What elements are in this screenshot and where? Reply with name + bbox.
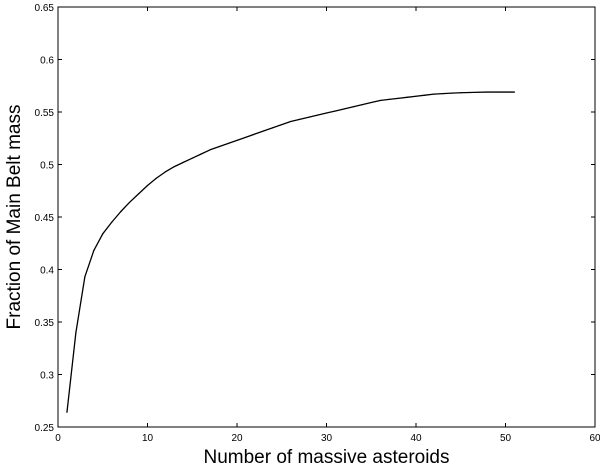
data-point <box>218 146 220 148</box>
data-point <box>513 91 516 93</box>
y-axis-label: Fraction of Main Belt mass <box>4 105 25 330</box>
data-point <box>299 118 301 120</box>
data-point <box>343 108 345 110</box>
data-point <box>164 171 166 173</box>
x-axis-label: Number of massive asteroids <box>203 447 449 467</box>
data-point <box>137 193 140 195</box>
x-tick-label: 50 <box>500 433 512 444</box>
data-point <box>415 95 417 97</box>
data-point <box>209 149 211 151</box>
data-point <box>200 153 202 155</box>
data-point <box>469 91 471 94</box>
data-point <box>66 411 68 413</box>
data-point <box>487 91 489 93</box>
data-point <box>272 127 274 129</box>
plot-frame <box>57 6 596 428</box>
data-point <box>478 91 480 93</box>
y-tick-label: 0.3 <box>40 371 54 382</box>
x-axis-ticks: 0 10 20 30 40 50 60 <box>55 7 600 444</box>
x-tick-label: 60 <box>589 433 600 444</box>
y-tick-label: 0.4 <box>40 266 54 277</box>
data-point <box>102 233 104 235</box>
data-point <box>442 93 444 95</box>
y-tick-label: 0.25 <box>35 423 55 434</box>
data-point <box>182 161 184 163</box>
data-point <box>504 91 507 93</box>
x-tick-label: 20 <box>231 433 243 444</box>
data-point <box>173 166 175 168</box>
x-tick-label: 40 <box>410 433 422 444</box>
y-axis-ticks: 0.25 0.3 0.35 0.4 0.45 0.5 0.55 0.6 0.65 <box>35 3 595 434</box>
data-point <box>424 94 426 96</box>
data-point <box>325 112 328 114</box>
data-point <box>84 276 86 278</box>
axes <box>57 6 596 428</box>
data-point <box>75 331 77 334</box>
data-point <box>111 221 113 223</box>
x-tick-label: 30 <box>321 433 333 444</box>
x-tick-label: 10 <box>142 433 154 444</box>
x-tick-label: 0 <box>55 433 61 444</box>
data-point <box>361 104 363 106</box>
data-point <box>227 142 229 145</box>
data-point <box>155 177 158 179</box>
y-tick-label: 0.55 <box>35 108 55 119</box>
data-point <box>236 139 238 141</box>
series-line <box>66 91 515 413</box>
data-point <box>281 124 283 126</box>
data-point <box>254 133 256 135</box>
data-point <box>93 250 95 252</box>
data-point <box>495 91 498 93</box>
data-point <box>379 99 381 102</box>
data-point <box>352 106 354 108</box>
data-point <box>451 92 453 94</box>
data-point <box>146 184 149 187</box>
data-point <box>370 101 372 104</box>
data-point <box>460 92 462 94</box>
data-point <box>433 93 435 95</box>
data-point <box>290 120 292 123</box>
data-point <box>388 98 390 100</box>
y-tick-label: 0.35 <box>35 318 55 329</box>
series-layer <box>66 91 516 413</box>
data-point <box>120 211 122 213</box>
data-point <box>308 116 310 118</box>
data-point <box>191 157 193 159</box>
data-point <box>316 114 319 116</box>
y-tick-label: 0.45 <box>35 213 55 224</box>
data-point <box>245 136 247 138</box>
data-point <box>129 201 131 203</box>
y-tick-label: 0.6 <box>40 56 54 67</box>
y-tick-label: 0.65 <box>35 3 55 14</box>
data-point <box>334 110 337 112</box>
data-point <box>406 96 408 98</box>
data-point <box>263 130 265 132</box>
y-tick-label: 0.5 <box>40 161 54 172</box>
data-point <box>397 97 399 99</box>
